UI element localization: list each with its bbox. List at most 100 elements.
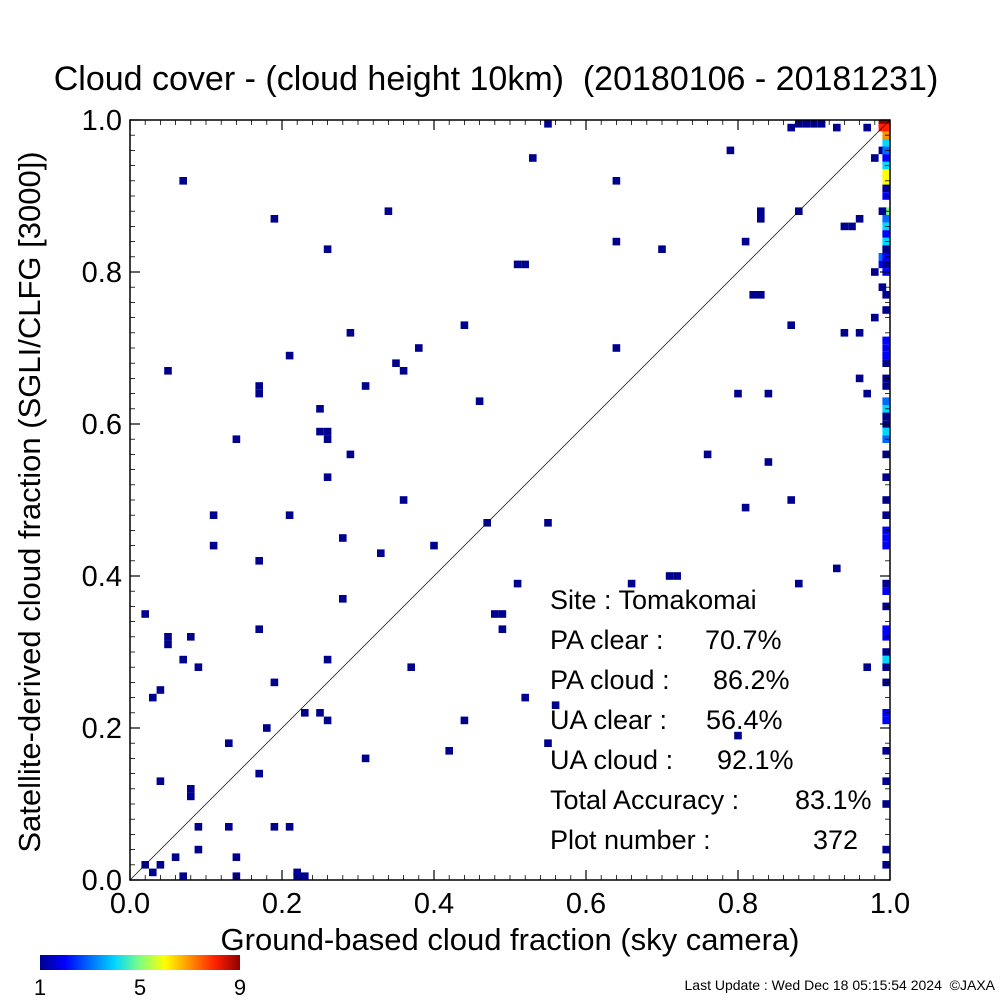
data-point [764, 389, 773, 398]
stat-label: UA cloud : [550, 745, 673, 775]
data-point [149, 693, 157, 702]
x-axis: 0.0 0.2 0.4 0.6 0.8 1.0 [110, 120, 910, 920]
data-point [156, 861, 165, 869]
data-point [156, 777, 165, 785]
data-point [399, 367, 408, 375]
data-point [255, 382, 263, 390]
data-point [741, 237, 750, 246]
data-point [612, 344, 621, 352]
data-point [878, 253, 887, 261]
data-point [882, 579, 890, 588]
data-point [225, 823, 233, 831]
data-point [164, 367, 172, 375]
data-point [232, 435, 241, 443]
data-point [848, 222, 856, 231]
data-point [882, 397, 890, 405]
data-point [361, 754, 370, 763]
data-point [878, 146, 887, 155]
stat-label: Total Accuracy : [550, 785, 739, 815]
data-point [171, 853, 180, 861]
data-point [179, 655, 187, 664]
data-point [475, 397, 484, 405]
data-point [513, 260, 522, 269]
data-point [187, 785, 195, 793]
accuracy-stats: Site : Tomakomai PA clear : 70.7% PA cloud … [550, 585, 872, 855]
data-point [377, 549, 385, 557]
data-point [673, 572, 681, 580]
data-point [795, 579, 803, 588]
data-point [384, 207, 393, 215]
data-point [339, 534, 347, 542]
x-tick-label: 1.0 [870, 888, 910, 920]
data-point [323, 716, 332, 725]
data-point [757, 291, 765, 299]
stat-label: PA clear : [550, 625, 664, 655]
data-point [882, 427, 890, 436]
data-point [863, 389, 871, 398]
data-point [293, 868, 301, 877]
x-tick-label: 0.6 [566, 888, 606, 920]
x-tick-label: 0.0 [110, 888, 150, 920]
data-point [179, 872, 187, 880]
y-tick-label: 0.6 [82, 409, 122, 441]
y-tick-label: 0.0 [82, 865, 122, 897]
stat-label: UA clear : [550, 705, 667, 735]
data-point [255, 769, 263, 778]
data-point [323, 473, 332, 481]
data-point [658, 245, 666, 253]
data-point [726, 146, 735, 155]
y-tick-label: 1.0 [82, 105, 122, 137]
data-point [187, 633, 195, 641]
data-point [882, 473, 890, 481]
x-tick-label: 0.4 [414, 888, 454, 920]
data-point [833, 564, 841, 573]
data-point [513, 579, 522, 588]
data-point [544, 519, 552, 527]
data-point [392, 359, 400, 367]
data-point [430, 541, 438, 550]
data-point [882, 747, 890, 755]
x-axis-label: Ground-based cloud fraction (sky camera) [221, 922, 800, 957]
data-point [232, 853, 241, 861]
data-point [521, 260, 529, 269]
data-point [187, 792, 195, 801]
data-point [194, 845, 203, 854]
data-point [323, 245, 332, 253]
data-point [255, 557, 263, 565]
data-point [882, 139, 890, 147]
data-point [882, 412, 890, 421]
data-point [882, 184, 890, 193]
data-point [323, 655, 332, 664]
data-point [665, 572, 674, 580]
data-point [323, 427, 332, 436]
data-point [882, 534, 890, 542]
data-point [255, 389, 263, 398]
reference-line [129, 119, 891, 881]
data-point [285, 351, 294, 360]
data-point [871, 154, 879, 162]
data-point [802, 120, 811, 128]
data-point [787, 123, 795, 132]
y-axis-label: Satellite-derived cloud fraction (SGLI/C… [12, 151, 47, 852]
data-point [734, 731, 742, 740]
y-axis: 0.0 0.2 0.4 0.6 0.8 1.0 [82, 105, 890, 897]
data-point [346, 329, 355, 337]
stat-value: 86.2% [713, 665, 790, 695]
data-point [301, 709, 309, 717]
data-point [882, 777, 890, 785]
data-point [270, 823, 279, 831]
data-point [882, 625, 890, 633]
stat-label: PA cloud : [550, 665, 670, 695]
data-point [194, 823, 203, 831]
data-point [270, 678, 279, 687]
data-point [361, 382, 370, 390]
colorbar-label-min: 1 [34, 975, 46, 1000]
data-point [407, 663, 415, 671]
data-point [194, 663, 203, 671]
data-point [209, 511, 218, 519]
data-point [882, 291, 890, 299]
data-point [301, 872, 309, 880]
data-point [741, 503, 750, 512]
data-point [209, 541, 218, 550]
stat-value: 56.4% [706, 705, 783, 735]
